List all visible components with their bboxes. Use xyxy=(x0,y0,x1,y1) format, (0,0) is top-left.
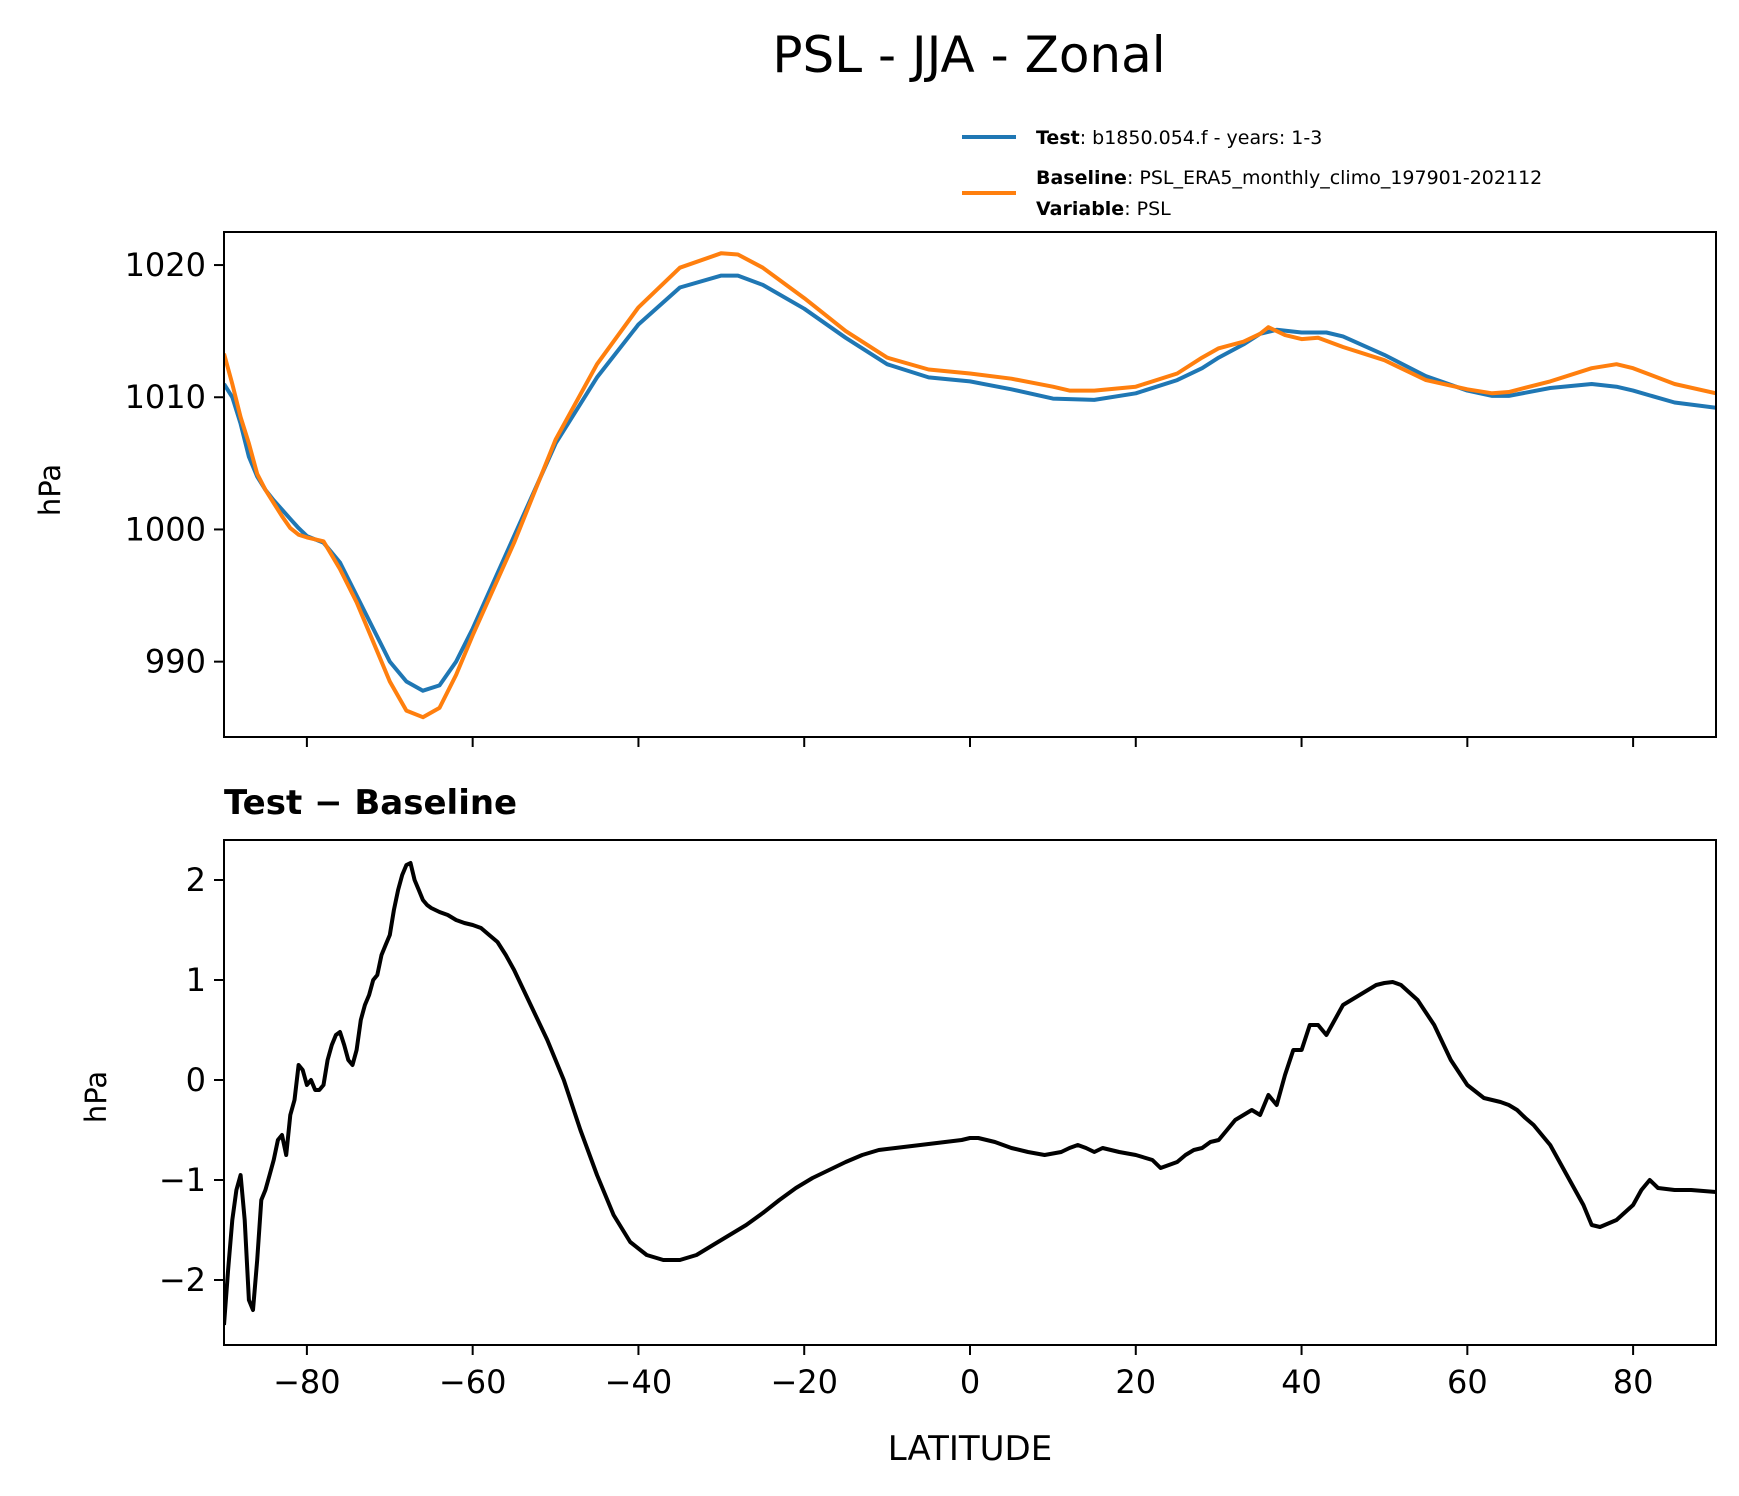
legend-label-variable: Variable: PSL xyxy=(1036,198,1171,220)
legend-label-test: Test: b1850.054.f - years: 1-3 xyxy=(1036,127,1322,149)
y-tick-label: −2 xyxy=(159,1261,206,1299)
difference-series-line xyxy=(224,861,1716,1326)
difference-line xyxy=(224,861,1716,1326)
top-x-ticks xyxy=(305,737,1635,747)
x-tick-label: −80 xyxy=(273,1363,341,1401)
top-series-lines xyxy=(224,251,1716,720)
bottom-y-ticks: −2 −1 0 1 2 xyxy=(159,861,224,1299)
y-tick-label: −1 xyxy=(159,1161,206,1199)
baseline-series-line xyxy=(224,251,1716,720)
x-tick-label: −60 xyxy=(439,1363,507,1401)
x-axis-label: LATITUDE xyxy=(888,1429,1052,1469)
top-panel: 990 1000 1010 1020 hPa xyxy=(33,231,1717,747)
x-tick-label: 0 xyxy=(960,1363,980,1401)
top-plot-frame xyxy=(223,231,1717,738)
top-y-ticks: 990 1000 1010 1020 xyxy=(125,246,224,681)
legend: Test: b1850.054.f - years: 1-3 Baseline:… xyxy=(962,127,1542,220)
legend-baseline-value: : PSL_ERA5_monthly_climo_197901-202112 xyxy=(1127,167,1542,189)
bottom-x-ticks: −80 −60 −40 −20 0 20 40 60 80 xyxy=(273,1345,1653,1401)
y-tick-label: 0 xyxy=(186,1061,206,1099)
test-series-line xyxy=(224,273,1716,693)
y-tick-label: 1000 xyxy=(125,510,206,548)
x-tick-label: −20 xyxy=(770,1363,838,1401)
legend-variable-value: : PSL xyxy=(1124,198,1171,220)
legend-baseline-name: Baseline xyxy=(1036,167,1127,189)
y-tick-label: 1020 xyxy=(125,246,206,284)
figure-title: PSL - JJA - Zonal xyxy=(772,26,1165,84)
bottom-y-axis-label: hPa xyxy=(79,1071,113,1123)
y-tick-label: 1010 xyxy=(125,378,206,416)
x-tick-label: 80 xyxy=(1613,1363,1654,1401)
bottom-panel: Test − Baseline −2 −1 0 1 2 −80 −60 −40 −20 0 20 4… xyxy=(79,783,1717,1469)
legend-test-value: : b1850.054.f - years: 1-3 xyxy=(1080,127,1323,149)
x-tick-label: 20 xyxy=(1115,1363,1156,1401)
legend-variable-name: Variable xyxy=(1036,198,1124,220)
legend-test-name: Test xyxy=(1036,127,1080,149)
y-tick-label: 1 xyxy=(186,961,206,999)
x-tick-label: 60 xyxy=(1447,1363,1488,1401)
y-tick-label: 990 xyxy=(145,643,206,681)
top-y-axis-label: hPa xyxy=(33,464,67,516)
y-tick-label: 2 xyxy=(186,861,206,899)
bottom-panel-title: Test − Baseline xyxy=(224,783,517,823)
x-tick-label: 40 xyxy=(1281,1363,1322,1401)
legend-label-baseline: Baseline: PSL_ERA5_monthly_climo_197901-… xyxy=(1036,167,1542,189)
x-tick-label: −40 xyxy=(605,1363,673,1401)
